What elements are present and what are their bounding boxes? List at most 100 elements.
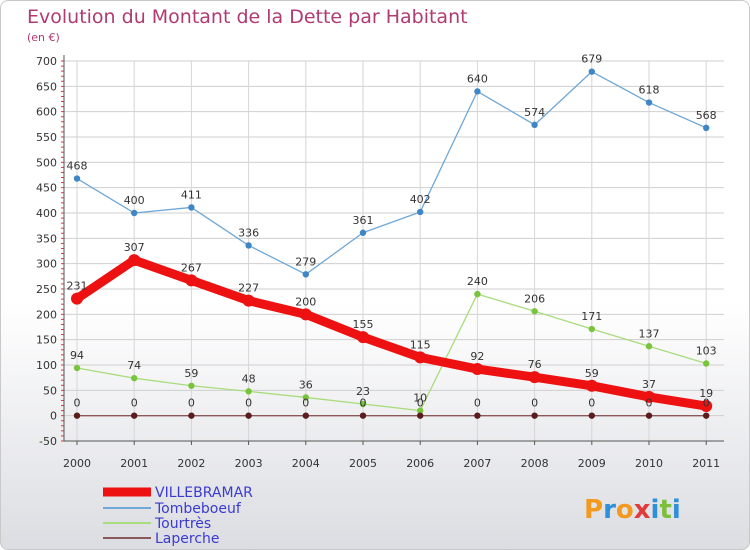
x-tick-label: 2006 xyxy=(406,457,434,470)
series-line-tombeboeuf xyxy=(76,70,707,275)
data-label: 618 xyxy=(639,84,660,97)
data-label: 679 xyxy=(581,53,602,66)
legend-label: VILLEBRAMAR xyxy=(155,485,253,501)
logo-letter: i xyxy=(651,495,660,525)
x-tick-label: 2011 xyxy=(692,457,720,470)
data-label: 279 xyxy=(295,255,316,268)
data-point xyxy=(73,175,81,182)
data-label: 74 xyxy=(127,359,141,372)
data-point xyxy=(474,412,481,419)
data-point xyxy=(245,412,252,419)
data-point xyxy=(302,394,309,401)
data-label: 171 xyxy=(581,310,602,323)
y-tick-label: 350 xyxy=(36,232,57,245)
series-layer: 468 400 411 336 279 361 402 640 574 679 618 568 94 74… xyxy=(67,53,717,419)
data-point xyxy=(73,364,81,372)
data-point xyxy=(643,390,655,403)
y-tick-label: 600 xyxy=(36,106,57,119)
data-label: 0 xyxy=(703,397,710,410)
data-point xyxy=(703,360,710,367)
data-label: 411 xyxy=(181,188,202,201)
data-label: 37 xyxy=(642,378,656,391)
data-point xyxy=(131,374,138,382)
y-tick-label: 0 xyxy=(50,410,57,423)
x-tick-label: 2001 xyxy=(120,457,148,470)
data-label: 0 xyxy=(245,397,252,410)
data-label: 92 xyxy=(470,350,484,363)
data-point xyxy=(417,407,424,414)
data-point xyxy=(531,308,538,315)
data-label: 0 xyxy=(188,397,195,410)
x-tick-label: 2003 xyxy=(235,457,263,470)
data-point xyxy=(359,229,367,236)
x-tick-label: 2009 xyxy=(578,457,606,470)
data-label: 19 xyxy=(699,387,713,400)
logo-letter: r xyxy=(603,495,616,525)
data-label: 568 xyxy=(696,109,717,122)
data-point xyxy=(359,412,367,419)
data-label: 640 xyxy=(467,72,488,85)
chart-title: Evolution du Montant de la Dette par Hab… xyxy=(27,6,468,28)
data-label: 0 xyxy=(646,397,653,410)
data-label: 94 xyxy=(70,349,84,362)
data-point xyxy=(245,242,252,249)
x-tick-label: 2005 xyxy=(349,457,377,470)
data-label: 307 xyxy=(124,241,145,254)
data-label: 59 xyxy=(585,367,599,380)
data-label: 361 xyxy=(353,214,374,227)
data-label: 227 xyxy=(238,282,259,295)
data-label: 336 xyxy=(238,226,259,239)
data-point xyxy=(73,412,81,419)
x-tick-label: 2004 xyxy=(292,457,320,470)
data-point xyxy=(471,363,484,376)
logo-letter: x xyxy=(634,495,651,525)
data-point xyxy=(645,343,653,350)
data-point xyxy=(700,400,713,413)
data-label: 48 xyxy=(242,372,256,385)
data-point xyxy=(188,382,195,389)
data-point xyxy=(245,388,252,395)
data-label: 0 xyxy=(74,397,81,410)
data-point xyxy=(71,292,83,305)
data-label: 206 xyxy=(524,292,545,305)
data-label: 10 xyxy=(413,392,427,405)
data-point xyxy=(588,68,595,75)
data-point xyxy=(242,294,255,307)
logo-letter: i xyxy=(672,495,681,525)
data-point xyxy=(359,400,367,408)
data-point xyxy=(188,204,195,211)
data-point xyxy=(131,412,138,419)
data-label: 36 xyxy=(299,378,313,391)
data-point xyxy=(585,379,598,392)
data-point xyxy=(645,412,653,419)
data-point xyxy=(131,209,138,217)
data-point xyxy=(588,412,595,419)
legend-label: Tourtrès xyxy=(154,516,211,532)
y-tick-label: 150 xyxy=(36,334,57,347)
y-tick-label: 400 xyxy=(36,207,57,220)
data-point xyxy=(588,325,595,333)
data-point xyxy=(299,308,312,321)
data-label: 200 xyxy=(295,295,316,308)
data-point xyxy=(528,371,541,384)
x-tick-label: 2008 xyxy=(521,457,549,470)
data-point xyxy=(188,412,195,419)
logo-letter: t xyxy=(659,495,671,525)
data-point xyxy=(128,254,141,267)
x-tick-label: 2000 xyxy=(63,457,91,470)
logo-letter: o xyxy=(616,495,634,525)
data-label: 574 xyxy=(524,106,545,119)
data-label: 59 xyxy=(184,367,198,380)
data-point xyxy=(357,331,369,344)
data-point xyxy=(417,412,424,419)
data-label: 115 xyxy=(410,338,431,351)
data-label: 0 xyxy=(302,397,309,410)
grid xyxy=(64,60,724,442)
data-label: 137 xyxy=(639,327,660,340)
data-label: 0 xyxy=(131,397,138,410)
data-label: 0 xyxy=(531,397,538,410)
legend-label: Tombeboeuf xyxy=(154,501,242,517)
y-tick-label: 50 xyxy=(43,384,57,397)
